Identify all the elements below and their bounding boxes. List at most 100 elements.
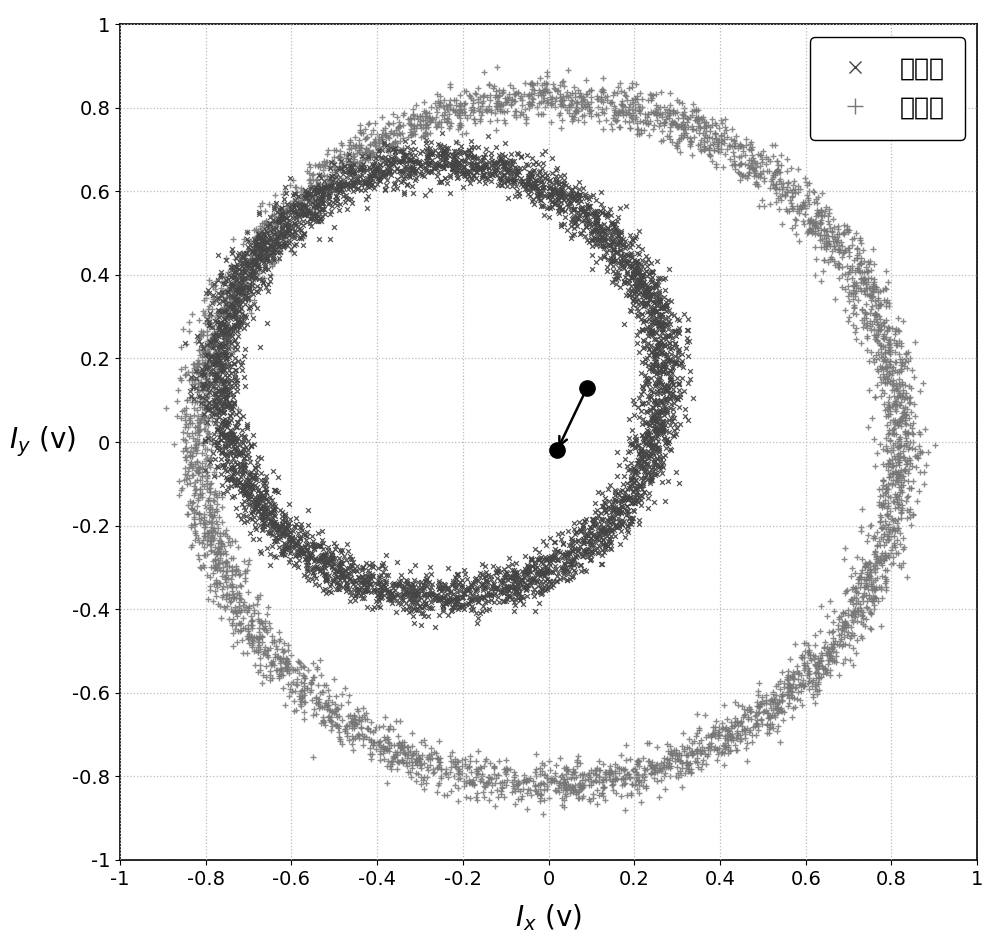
修正后 [880,532,896,547]
修正后 [875,366,891,381]
修正前 [623,514,639,529]
修正后 [624,101,640,116]
修正后 [655,757,671,772]
修正后 [252,651,268,666]
修正前 [357,583,373,598]
修正前 [229,476,245,491]
修正前 [366,168,382,183]
修正后 [869,314,885,330]
修正前 [244,260,260,276]
修正后 [849,247,865,262]
修正后 [818,234,834,249]
修正前 [541,556,557,571]
修正后 [827,241,843,256]
修正前 [681,333,697,349]
修正后 [795,195,811,210]
修正前 [421,599,437,615]
修正后 [867,545,883,560]
修正前 [236,499,252,514]
修正前 [235,466,251,481]
修正前 [432,147,448,162]
修正前 [607,500,623,515]
修正后 [855,319,871,334]
修正前 [213,428,229,443]
修正前 [404,163,420,179]
修正后 [800,660,816,675]
修正前 [198,392,214,408]
修正后 [365,725,381,740]
修正后 [250,591,266,606]
修正前 [593,184,609,200]
修正前 [313,539,329,554]
修正后 [424,750,440,765]
修正后 [558,781,574,796]
修正后 [823,249,839,264]
修正后 [582,793,598,808]
修正前 [245,428,261,443]
修正后 [252,228,268,243]
修正后 [644,90,660,105]
修正后 [858,587,874,602]
修正后 [890,440,906,455]
修正前 [646,447,662,463]
修正前 [371,568,387,583]
修正前 [627,276,643,291]
修正前 [413,575,429,590]
修正后 [550,780,566,795]
修正前 [382,160,398,175]
修正前 [336,548,352,563]
修正后 [451,767,467,782]
修正前 [272,226,288,241]
修正前 [466,139,482,154]
修正前 [405,595,421,610]
修正前 [631,273,647,288]
修正后 [808,252,824,267]
修正前 [235,507,251,522]
修正前 [358,580,374,595]
修正前 [220,285,236,300]
修正后 [626,770,642,785]
修正前 [283,198,299,213]
修正后 [479,104,495,119]
修正后 [595,83,611,98]
修正后 [332,732,348,747]
修正后 [578,73,594,88]
修正后 [209,545,225,560]
修正后 [865,283,881,298]
修正前 [229,292,245,307]
修正后 [360,720,376,735]
修正前 [268,483,284,498]
修正前 [519,580,535,595]
修正前 [616,260,632,276]
修正后 [491,753,507,769]
修正后 [663,744,679,759]
修正后 [381,130,397,145]
修正后 [212,526,228,542]
修正前 [410,575,426,590]
修正后 [397,747,413,762]
修正前 [611,457,627,472]
修正前 [529,560,545,575]
修正后 [688,109,704,124]
修正后 [195,368,211,383]
修正后 [208,487,224,503]
修正前 [375,168,391,183]
修正前 [409,587,425,602]
修正前 [649,365,665,380]
修正前 [232,283,248,298]
修正后 [749,694,765,710]
修正前 [535,564,551,580]
修正后 [308,172,324,187]
修正后 [851,569,867,584]
修正后 [799,226,815,241]
修正前 [656,380,672,395]
修正前 [659,347,675,362]
修正前 [260,284,276,299]
修正前 [568,524,584,540]
修正后 [889,397,905,412]
修正前 [422,586,438,601]
修正后 [358,705,374,720]
修正后 [572,86,588,101]
修正后 [192,394,208,409]
修正后 [560,89,576,104]
